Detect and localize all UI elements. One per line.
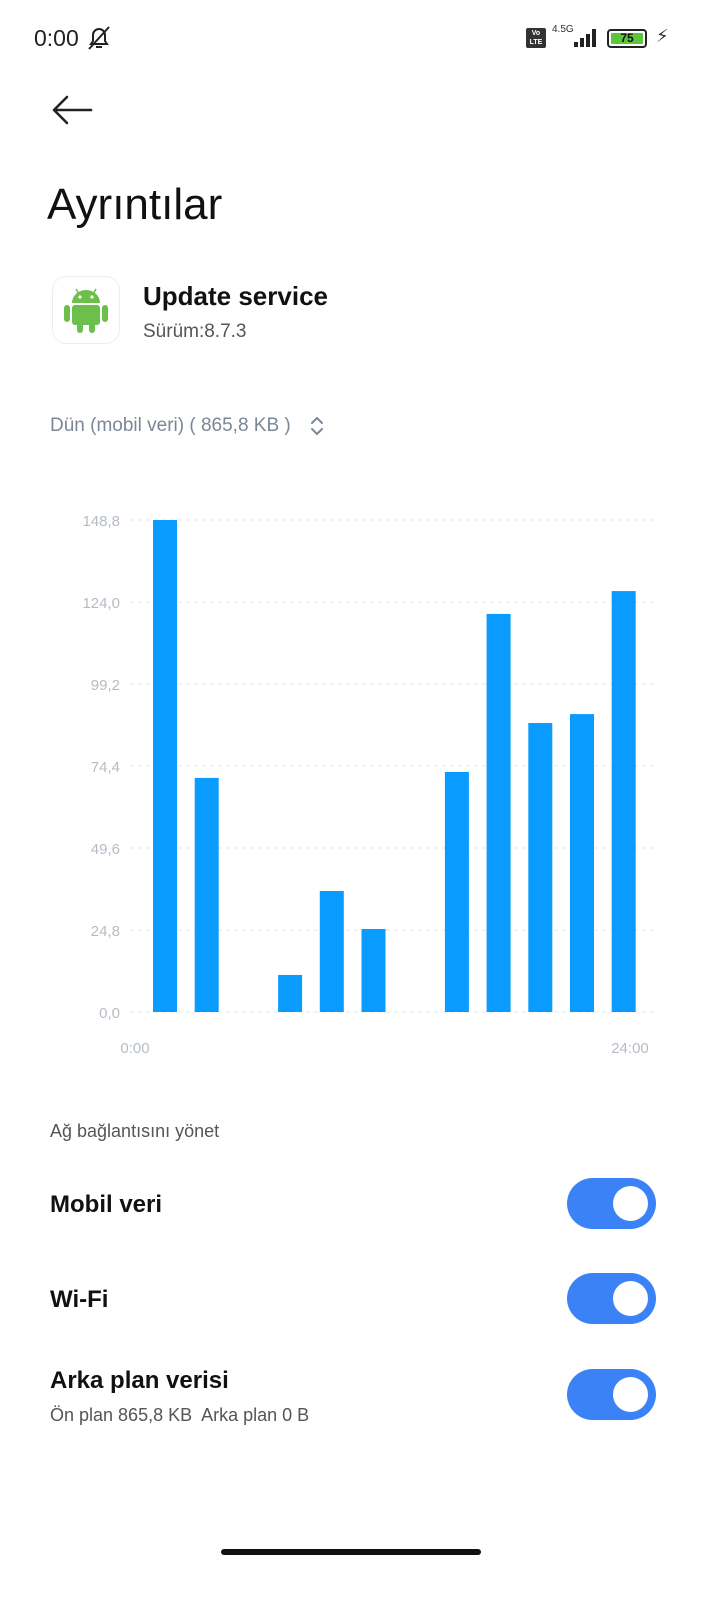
- wifi-toggle[interactable]: [567, 1273, 656, 1324]
- bar-14:00: [444, 771, 469, 1012]
- y-tick-label: 74,4: [91, 759, 120, 776]
- bar-2:00: [194, 777, 219, 1012]
- chevron-up-down-icon: [310, 416, 323, 436]
- status-time: 0:00: [34, 25, 79, 51]
- gesture-handle[interactable]: [221, 1549, 481, 1555]
- battery-level: 75: [611, 32, 643, 44]
- charging-icon: ⚡: [656, 26, 669, 46]
- bar-18:00: [528, 723, 553, 1012]
- bar-16:00: [486, 613, 511, 1012]
- bar-6:00: [278, 974, 303, 1012]
- wifi-label: Wi-Fi: [50, 1286, 109, 1313]
- y-tick-label: 0,0: [99, 1005, 120, 1022]
- bar-22:00: [611, 591, 636, 1012]
- bar-10:00: [361, 929, 386, 1012]
- y-tick-label: 49,6: [91, 841, 120, 858]
- background-data-label: Arka plan verisi: [50, 1367, 229, 1394]
- period-selector[interactable]: Dün (mobil veri) ( 865,8 KB ): [50, 415, 325, 437]
- y-tick-label: 24,8: [91, 923, 120, 940]
- y-tick-label: 99,2: [91, 677, 120, 694]
- x-tick-label: 0:00: [120, 1040, 149, 1057]
- bar-8:00: [319, 890, 344, 1012]
- volte-icon: Vo LTE: [526, 28, 546, 48]
- app-icon: [52, 276, 120, 344]
- page-title: Ayrıntılar: [47, 180, 223, 229]
- period-label: Dün (mobil veri) ( 865,8 KB ): [50, 415, 291, 436]
- network-type: 4.5G: [552, 24, 574, 35]
- background-data-toggle[interactable]: [567, 1369, 656, 1420]
- bell-off-icon: [86, 24, 112, 57]
- mobile-data-toggle[interactable]: [567, 1178, 656, 1229]
- bar-20:00: [570, 714, 594, 1012]
- x-tick-label: 24:00: [611, 1040, 649, 1057]
- app-version: Sürüm:8.7.3: [143, 321, 247, 342]
- y-tick-label: 148,8: [82, 513, 120, 530]
- bar-0:00: [153, 520, 177, 1012]
- background-data-subtitle: Ön plan 865,8 KB Arka plan 0 B: [50, 1405, 310, 1425]
- back-button[interactable]: [50, 92, 94, 133]
- app-name: Update service: [143, 281, 328, 311]
- android-icon: [64, 288, 108, 333]
- battery-icon: 75: [607, 29, 647, 48]
- arrow-left-icon: [52, 95, 93, 125]
- usage-chart: 0,0 24,8 49,6 74,4 99,2 124,0 148,8 0:00 24:00: [82, 513, 655, 1057]
- section-title: Ağ bağlantısını yönet: [50, 1121, 220, 1141]
- signal-icon: [566, 28, 600, 53]
- mobile-data-label: Mobil veri: [50, 1191, 163, 1218]
- y-tick-label: 124,0: [82, 595, 120, 612]
